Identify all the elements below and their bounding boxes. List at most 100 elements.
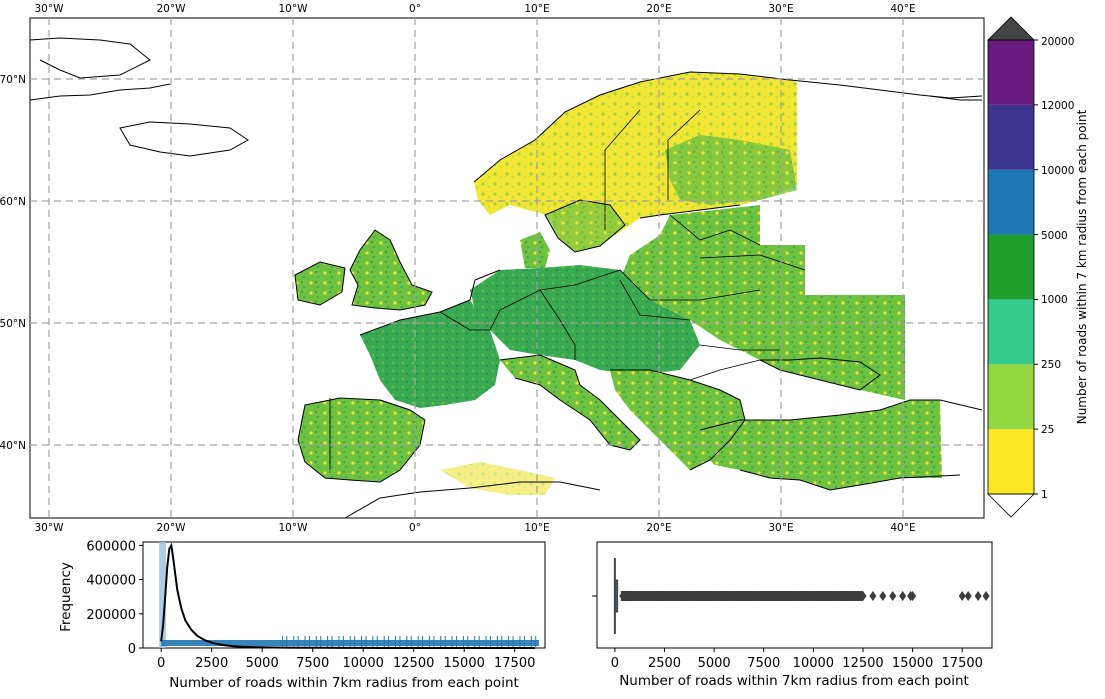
lat-label: 40°N — [0, 440, 26, 452]
lat-label: 50°N — [0, 318, 26, 330]
boxplot-outlier — [790, 591, 798, 601]
boxplot-outlier — [859, 591, 867, 601]
boxplot-x-tick-label: 10000 — [793, 656, 834, 671]
lon-label-bottom: 20°E — [646, 522, 671, 534]
kde-line — [160, 542, 535, 649]
boxplot-outlier — [889, 591, 897, 601]
boxplot-x-tick-label: 15000 — [892, 656, 933, 671]
boxplot-outlier — [690, 591, 698, 601]
boxplot-outlier — [619, 591, 627, 601]
raster-finland — [665, 135, 797, 205]
histogram-y-ticks: 0 200000 400000 600000 — [86, 539, 143, 657]
colorbar-tick-label: 1000 — [1041, 294, 1068, 306]
boxplot-outlier — [909, 591, 917, 601]
colorbar-block — [988, 234, 1034, 300]
colorbar-tick-label: 25 — [1041, 424, 1054, 436]
boxplot-outlier — [660, 591, 668, 601]
raster-n-africa — [440, 462, 555, 495]
colorbar-tick-label: 10000 — [1041, 165, 1074, 177]
map-panel: 30°W 20°W 10°W 0° 10°E 20°E 30°E 40°E 30… — [0, 3, 985, 534]
boxplot-outlier — [651, 591, 659, 601]
colorbar-block — [988, 40, 1034, 105]
histogram-x-tick-label: 7500 — [296, 656, 329, 671]
lon-label-top: 10°E — [524, 3, 549, 15]
boxplot-x-ticks: 0 2500 5000 7500 10000 12500 15000 17500 — [611, 648, 983, 671]
boxplot-outlier — [869, 591, 877, 601]
colorbar-tick-label: 1 — [1041, 489, 1048, 501]
histogram-x-tick-label: 15000 — [444, 656, 485, 671]
colorbar-ticks: 1 25 250 1000 5000 10000 12000 20000 — [1041, 36, 1074, 501]
colorbar-frame — [987, 39, 1035, 495]
histogram-x-tick-label: 17500 — [494, 656, 535, 671]
lon-label-top: 20°E — [646, 3, 671, 15]
boxplot-outlier — [879, 591, 887, 601]
boxplot-outlier — [849, 591, 857, 601]
boxplot-outlier — [829, 591, 837, 601]
boxplot-outlier — [730, 591, 738, 601]
lon-label-bottom: 30°W — [35, 522, 65, 534]
raster-eastern-europe — [620, 205, 905, 400]
lon-label-bottom: 40°E — [890, 522, 915, 534]
lon-label-bottom: 0° — [409, 522, 421, 534]
colorbar-tick-label: 20000 — [1041, 36, 1074, 48]
raster-denmark — [520, 232, 550, 268]
colorbar-tick-label: 250 — [1041, 359, 1061, 371]
lon-label-top: 30°E — [768, 3, 793, 15]
lon-label-top: 40°E — [890, 3, 915, 15]
colorbar: 1 25 250 1000 5000 10000 12000 20000 Num… — [987, 16, 1089, 518]
boxplot-x-label: Number of roads within 7km radius from e… — [619, 673, 969, 689]
histogram-marks — [159, 542, 539, 649]
lon-label-top: 20°W — [157, 3, 187, 15]
boxplot-outlier — [809, 591, 817, 601]
boxplot-outlier — [964, 591, 972, 601]
lon-label-bottom: 30°E — [768, 522, 793, 534]
colorbar-block — [988, 169, 1034, 235]
lon-label-top: 30°W — [35, 3, 65, 15]
histogram-y-tick-label: 0 — [128, 642, 136, 657]
colorbar-over-triangle — [987, 16, 1035, 41]
raster-turkey — [700, 400, 942, 490]
lon-label-bottom: 20°W — [157, 522, 187, 534]
boxplot-chart: 0 2500 5000 7500 10000 12500 15000 17500 Number… — [592, 541, 993, 689]
raster-scandinavia — [474, 72, 797, 252]
boxplot-x-tick-label: 7500 — [747, 656, 780, 671]
boxplot-outlier — [631, 591, 639, 601]
colorbar-tick-label: 12000 — [1041, 100, 1074, 112]
boxplot-outlier — [974, 591, 982, 601]
boxplot-outlier — [670, 591, 678, 601]
raster-ireland — [295, 262, 345, 305]
lon-label-bottom: 10°W — [279, 522, 309, 534]
histogram-y-tick-label: 200000 — [86, 608, 136, 623]
boxplot-outlier — [770, 591, 778, 601]
lat-label: 70°N — [0, 74, 26, 86]
boxplot-outlier — [982, 591, 990, 601]
rug-ticks — [281, 636, 537, 647]
histogram-x-ticks: 0 2500 5000 7500 10000 12500 15000 17500 — [157, 648, 535, 671]
raster-italy — [500, 355, 640, 450]
boxplot-x-tick-label: 0 — [611, 656, 619, 671]
boxplot-outlier-band — [620, 591, 863, 601]
boxplot-outlier — [899, 591, 907, 601]
boxplot-x-tick-label: 12500 — [842, 656, 883, 671]
histogram-x-tick-label: 0 — [157, 656, 165, 671]
boxplot-x-tick-label: 2500 — [648, 656, 681, 671]
colorbar-block — [988, 299, 1034, 365]
boxplot-x-tick-label: 5000 — [698, 656, 731, 671]
boxplot-outlier — [641, 591, 649, 601]
histogram-x-tick-label: 5000 — [246, 656, 279, 671]
boxplot-outlier — [710, 591, 718, 601]
histogram-y-label: Frequency — [58, 562, 74, 632]
colorbar-blocks — [988, 39, 1038, 495]
boxplot-x-tick-label: 17500 — [942, 656, 983, 671]
histogram-x-tick-label: 12500 — [393, 656, 434, 671]
histogram-y-tick-label: 600000 — [86, 539, 136, 554]
histogram-bar — [159, 542, 167, 648]
histogram-y-tick-label: 400000 — [86, 574, 136, 589]
raster-uk — [350, 230, 432, 310]
colorbar-block — [988, 429, 1034, 494]
country-borders — [329, 109, 806, 470]
histogram-chart: 0 2500 5000 7500 10000 12500 15000 17500 0 20000… — [58, 539, 546, 691]
lon-label-top: 10°W — [279, 3, 309, 15]
histogram-x-label: Number of roads within 7km radius from e… — [169, 675, 519, 691]
colorbar-block — [988, 104, 1034, 170]
